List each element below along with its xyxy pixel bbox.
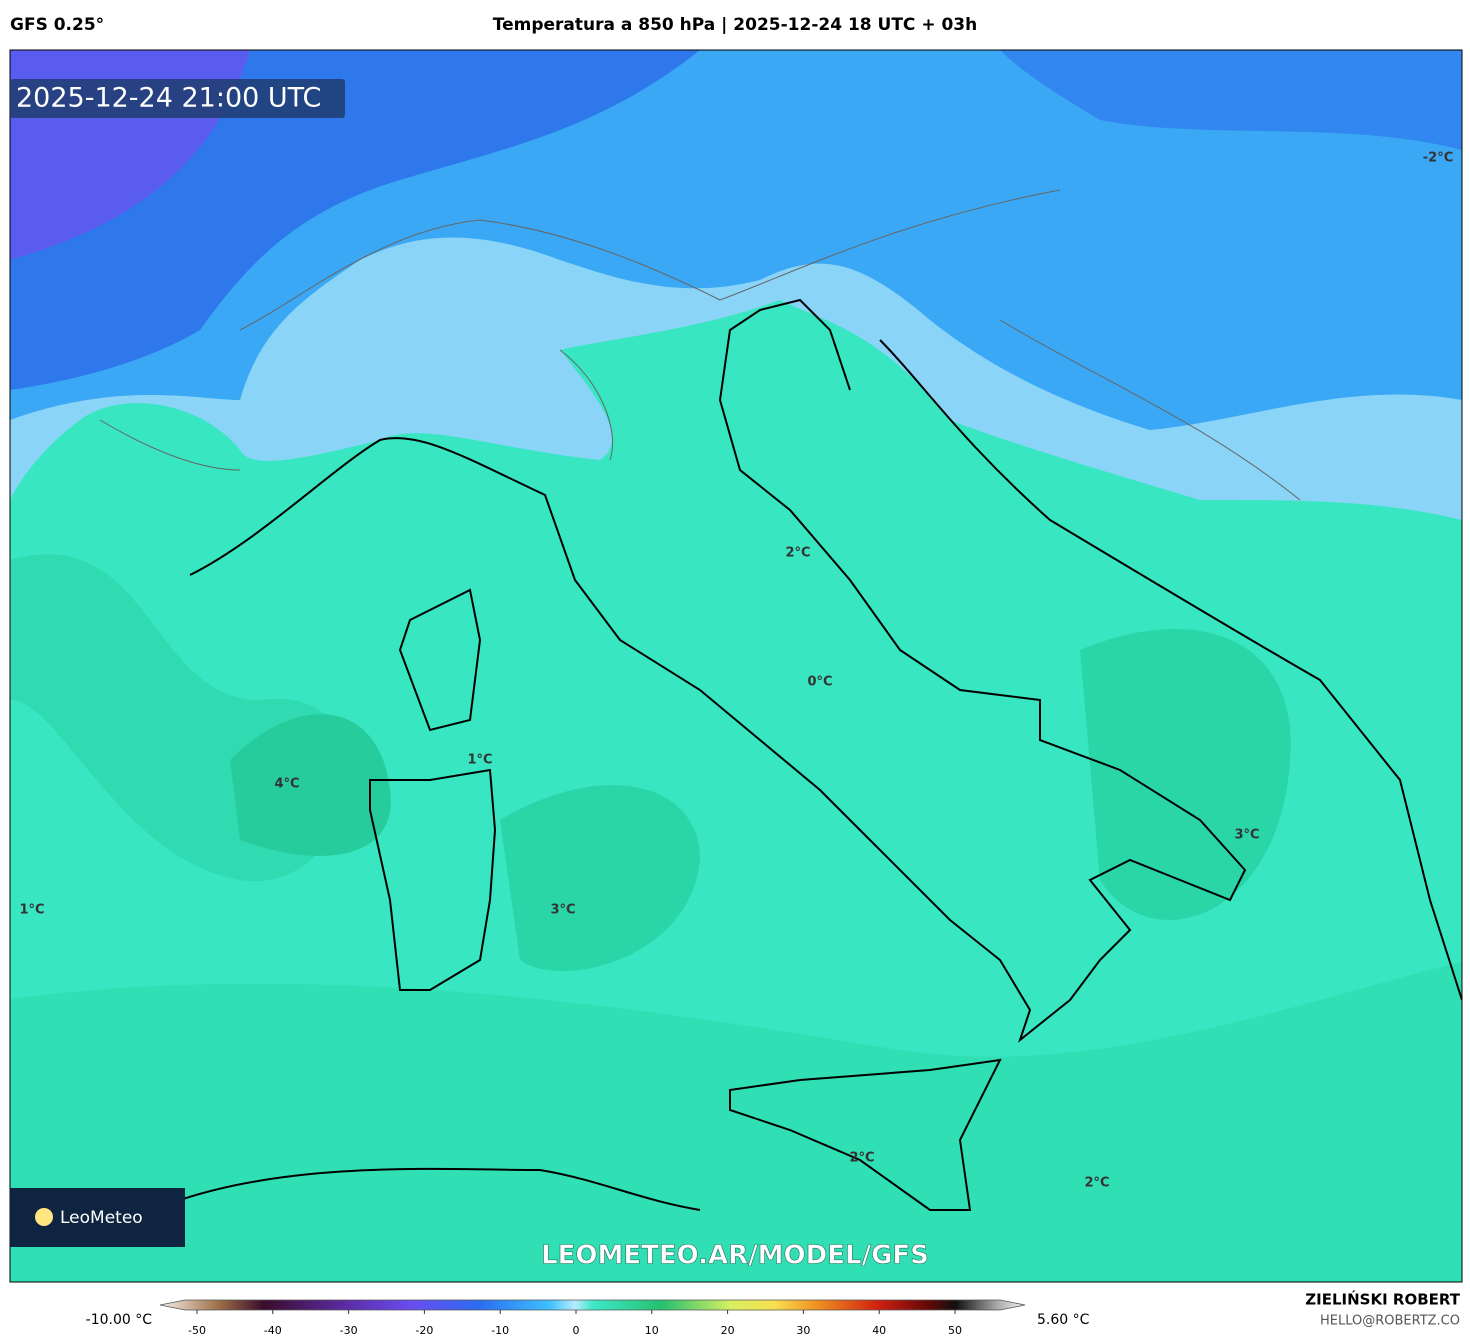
colorbar-tick-label: -40 (264, 1324, 282, 1337)
logo-sun (35, 1208, 53, 1226)
coastline (879, 339, 1462, 1001)
contour-label: 3°C (1234, 828, 1259, 843)
colorbar-tick-label: -10 (491, 1324, 509, 1337)
colorbar-tick-label: 0 (573, 1324, 580, 1337)
contour-label: 1°C (467, 753, 492, 768)
contour-labels: -2°C 2°C 0°C 1°C 4°C 3°C 1°C 3°C 2°C 2°C (19, 151, 1453, 1191)
warm-area (230, 714, 391, 856)
coastline (398, 588, 482, 732)
warm-area (500, 785, 700, 972)
colorbar (159, 1299, 1026, 1311)
colorbar-tick-label: 50 (948, 1324, 962, 1337)
warm-area (10, 961, 1462, 1282)
map-title: Temperatura a 850 hPa | 2025-12-24 18 UT… (493, 15, 978, 35)
contour-label: 3°C (550, 903, 575, 918)
legend-max: 5.60 °C (1037, 1312, 1090, 1328)
colorbar-tick-label: 40 (872, 1324, 886, 1337)
coastline (189, 298, 1247, 1043)
legend-min: -10.00 °C (86, 1312, 153, 1328)
contour-label: 2°C (1084, 1176, 1109, 1191)
map-frame (9, 49, 1463, 1283)
colorbar-tick-label: 30 (796, 1324, 810, 1337)
contour-label: 2°C (785, 546, 810, 561)
contact: HELLO@ROBERTZ.CO (1320, 1314, 1460, 1329)
colorbar-tick-label: 10 (645, 1324, 659, 1337)
coastline (729, 1058, 1002, 1211)
contour-label: 4°C (274, 777, 299, 792)
warm-area (1080, 628, 1291, 920)
author: ZIELIŃSKI ROBERT (1305, 1290, 1460, 1309)
coastline (369, 768, 497, 991)
contour-label: 1°C (19, 903, 44, 918)
cold-area (1000, 50, 1462, 150)
colorbar-tick-label: -20 (415, 1324, 433, 1337)
contour-label: 0°C (807, 675, 832, 690)
watermark: LEOMETEO.AR/MODEL/GFS (541, 1241, 929, 1271)
contour-label: -2°C (1423, 151, 1453, 166)
borders (99, 189, 1301, 501)
colorbar-tick-label: -30 (340, 1324, 358, 1337)
map (10, 50, 1462, 1282)
time-box (10, 79, 345, 118)
contour-label: 2°C (849, 1151, 874, 1166)
logo-text: LeoMeteo (60, 1208, 143, 1228)
valid-time: 2025-12-24 21:00 UTC (16, 83, 321, 114)
colorbar-tick-label: -50 (188, 1324, 206, 1337)
coastline (179, 1167, 701, 1211)
colorbar-ticks: -50 -40 -30 -20 -10 0 10 20 30 40 50 (188, 1310, 962, 1337)
model-label: GFS 0.25° (10, 15, 104, 35)
coastlines (179, 298, 1462, 1211)
colorbar-tick-label: 20 (721, 1324, 735, 1337)
